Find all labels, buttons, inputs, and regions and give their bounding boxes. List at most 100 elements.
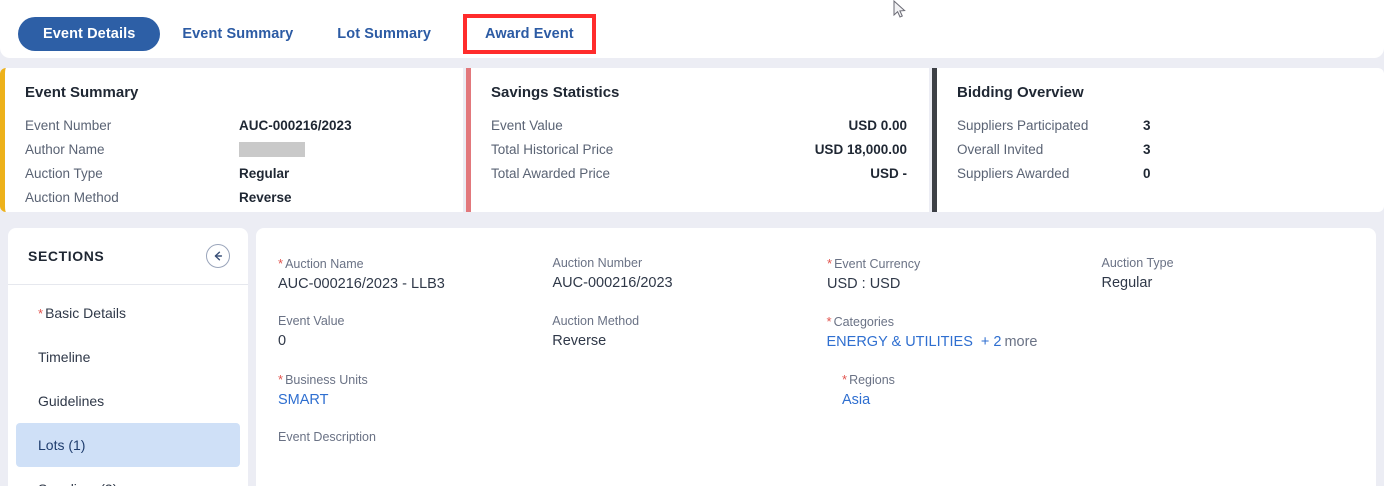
category-chip[interactable]: ENERGY & UTILITIES — [826, 334, 973, 350]
label-text: Event Currency — [834, 257, 921, 271]
label-text: Business Units — [285, 373, 368, 387]
card-bidding-overview: Bidding Overview Suppliers Participated … — [932, 68, 1384, 212]
field-value: Regular — [1101, 275, 1153, 291]
field-label: Auction Method — [552, 314, 640, 328]
field-regions: * Regions Asia — [842, 372, 1124, 408]
field-auction-number: Auction Number AUC-000216/2023 — [553, 256, 828, 292]
stat-row-auction-method: Auction Method Reverse — [25, 185, 441, 209]
stat-label: Suppliers Participated — [957, 117, 1089, 133]
required-asterisk-icon: * — [842, 372, 848, 387]
redacted-value-block — [239, 141, 305, 157]
tab-event-summary[interactable]: Event Summary — [182, 26, 294, 42]
stat-label: Auction Method — [25, 189, 119, 205]
card-savings-statistics: Savings Statistics Event Value USD 0.00 … — [466, 68, 929, 212]
field-spacer — [560, 372, 842, 408]
summary-cards-row: Event Summary Event Number AUC-000216/20… — [0, 68, 1384, 212]
field-event-value: Event Value 0 — [278, 314, 552, 350]
field-label: Auction Type — [1101, 256, 1174, 270]
label-text: Auction Name — [285, 257, 364, 271]
sidebar-item-basic-details[interactable]: * Basic Details — [16, 291, 240, 335]
field-value: AUC-000216/2023 — [552, 275, 673, 291]
arrow-left-circle-icon[interactable] — [206, 244, 230, 268]
stat-value: 3 — [1143, 117, 1151, 133]
stat-value: Reverse — [239, 189, 292, 205]
tab-list: Event Details Event Summary Lot Summary … — [18, 14, 596, 54]
stat-label: Author Name — [25, 141, 105, 157]
sections-sidebar: SECTIONS * Basic Details Timeline Guidel… — [8, 228, 248, 486]
categories-more-label[interactable]: more — [1004, 334, 1038, 350]
field-value: USD : USD — [827, 276, 901, 292]
form-row-3: * Business Units SMART * Regions Asia — [278, 372, 1376, 408]
field-label: * Categories — [827, 314, 1376, 329]
label-text: Regions — [849, 373, 895, 387]
required-asterisk-icon: * — [278, 256, 284, 271]
stat-value: USD - — [870, 165, 907, 181]
sidebar-item-lots[interactable]: Lots (1) — [16, 423, 240, 467]
stat-value: USD 0.00 — [848, 117, 907, 133]
form-row-2: Event Value 0 Auction Method Reverse * Ca… — [278, 314, 1376, 350]
required-asterisk-icon: * — [826, 314, 832, 329]
field-label: Auction Number — [552, 256, 643, 270]
required-asterisk-icon: * — [827, 256, 833, 271]
stat-row-overall-invited: Overall Invited 3 — [957, 137, 1362, 161]
form-row-1: * Auction Name AUC-000216/2023 - LLB3 Auc… — [278, 256, 1376, 292]
stat-label: Total Historical Price — [491, 141, 614, 157]
stat-label: Event Value — [491, 117, 563, 133]
stat-label: Total Awarded Price — [491, 165, 611, 181]
field-value[interactable]: ENERGY & UTILITIES + 2 more — [827, 334, 1376, 350]
field-event-currency: * Event Currency USD : USD — [827, 256, 1102, 292]
field-value: 0 — [278, 333, 287, 349]
categories-more-count[interactable]: + 2 — [980, 334, 1002, 350]
stat-value: 0 — [1143, 165, 1151, 181]
stat-row-auction-type: Auction Type Regular — [25, 161, 441, 185]
sidebar-item-suppliers[interactable]: Suppliers (3) — [16, 467, 240, 486]
stat-row-author-name: Author Name — [25, 137, 441, 161]
stat-row-suppliers-awarded: Suppliers Awarded 0 — [957, 161, 1362, 185]
sidebar-item-label: Timeline — [38, 349, 91, 365]
field-value[interactable]: Asia — [842, 392, 871, 408]
field-label: * Event Currency — [827, 256, 1102, 271]
card-title: Savings Statistics — [491, 84, 620, 101]
sidebar-item-list: * Basic Details Timeline Guidelines Lots… — [8, 285, 248, 486]
sidebar-item-guidelines[interactable]: Guidelines — [16, 379, 240, 423]
tab-bar: Event Details Event Summary Lot Summary … — [0, 0, 1384, 58]
stat-label: Suppliers Awarded — [957, 165, 1070, 181]
field-label: * Business Units — [278, 372, 560, 387]
sidebar-item-timeline[interactable]: Timeline — [16, 335, 240, 379]
tab-event-details[interactable]: Event Details — [18, 17, 161, 51]
card-title: Bidding Overview — [957, 84, 1084, 101]
field-label: * Regions — [842, 372, 1124, 387]
field-label: Event Value — [278, 314, 345, 328]
field-auction-method: Auction Method Reverse — [552, 314, 826, 350]
stat-value: AUC-000216/2023 — [239, 117, 352, 133]
stat-label: Auction Type — [25, 165, 103, 181]
tab-lot-summary[interactable]: Lot Summary — [337, 26, 432, 42]
sidebar-title: SECTIONS — [28, 248, 105, 264]
stat-label: Event Number — [25, 117, 112, 133]
sidebar-header: SECTIONS — [8, 228, 248, 285]
field-value: AUC-000216/2023 - LLB3 — [278, 276, 445, 292]
stat-row-event-value: Event Value USD 0.00 — [491, 113, 907, 137]
required-asterisk-icon: * — [38, 305, 44, 321]
required-asterisk-icon: * — [278, 372, 284, 387]
stat-row-event-number: Event Number AUC-000216/2023 — [25, 113, 441, 137]
form-row-4: Event Description — [278, 430, 1376, 449]
tab-award-event[interactable]: Award Event — [463, 14, 596, 54]
sidebar-item-label: Guidelines — [38, 393, 105, 409]
field-value[interactable]: SMART — [278, 392, 329, 408]
stat-value: Regular — [239, 165, 290, 181]
stat-label: Overall Invited — [957, 141, 1044, 157]
field-value: Reverse — [552, 333, 607, 349]
sidebar-item-label: Basic Details — [45, 305, 126, 321]
field-auction-type: Auction Type Regular — [1102, 256, 1377, 292]
stat-value: USD 18,000.00 — [814, 141, 907, 157]
stat-row-suppliers-participated: Suppliers Participated 3 — [957, 113, 1362, 137]
field-business-units: * Business Units SMART — [278, 372, 560, 408]
sidebar-item-label: Suppliers (3) — [38, 481, 117, 486]
field-categories: * Categories ENERGY & UTILITIES + 2 more — [827, 314, 1376, 350]
field-label: * Auction Name — [278, 256, 553, 271]
stat-value: 3 — [1143, 141, 1151, 157]
stat-row-total-awarded-price: Total Awarded Price USD - — [491, 161, 907, 185]
stat-row-total-historical-price: Total Historical Price USD 18,000.00 — [491, 137, 907, 161]
label-text: Categories — [833, 315, 895, 329]
